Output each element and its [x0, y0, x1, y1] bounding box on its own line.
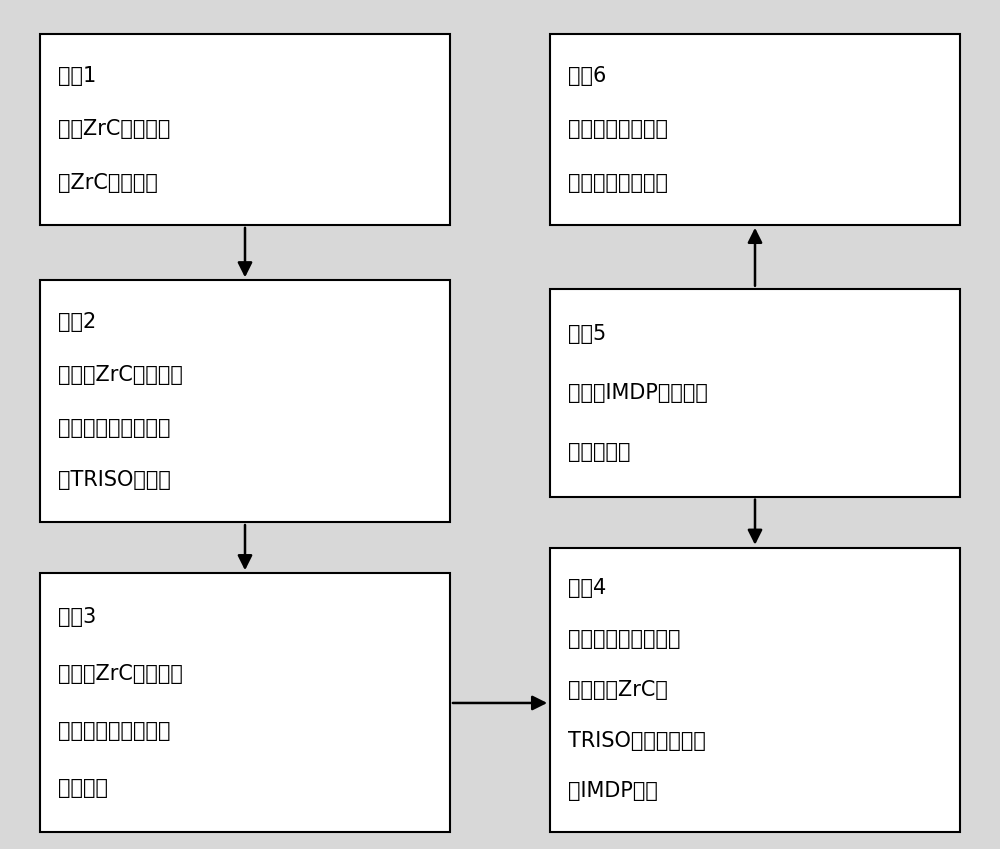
Bar: [550, 548, 960, 832]
Text: TRISO颗粒复合压制: TRISO颗粒复合压制: [568, 731, 706, 751]
Text: 和ZrC混合粉末: 和ZrC混合粉末: [58, 173, 158, 193]
Text: 模压成形即得到无燃: 模压成形即得到无燃: [58, 721, 170, 741]
Bar: [550, 34, 960, 225]
Text: 步骤4: 步骤4: [568, 578, 606, 599]
Bar: [40, 573, 450, 832]
Text: 步骤1: 步骤1: [58, 66, 96, 86]
Bar: [40, 34, 450, 225]
Text: 将所述ZrC混合浆料: 将所述ZrC混合浆料: [58, 365, 183, 385]
Text: 空炉中烧结: 空炉中烧结: [568, 441, 631, 462]
Text: 步骤3: 步骤3: [58, 607, 96, 627]
Text: 将所述IMDP素坯于真: 将所述IMDP素坯于真: [568, 383, 708, 402]
Text: 终尺寸的芯块燃料: 终尺寸的芯块燃料: [568, 173, 668, 193]
Text: 料区素坯: 料区素坯: [58, 779, 108, 798]
Text: 在TRISO颗粒上: 在TRISO颗粒上: [58, 470, 171, 491]
Text: 步骤5: 步骤5: [568, 323, 606, 344]
Text: 将所述ZrC混合粉末: 将所述ZrC混合粉末: [58, 664, 183, 684]
Text: 通过喷雾沉积法包覆: 通过喷雾沉积法包覆: [58, 418, 170, 437]
Text: 与包覆了ZrC的: 与包覆了ZrC的: [568, 680, 668, 700]
Text: 制备ZrC混合浆料: 制备ZrC混合浆料: [58, 120, 170, 139]
Text: 步骤6: 步骤6: [568, 66, 606, 86]
Text: 成IMDP素坯: 成IMDP素坯: [568, 781, 658, 801]
Bar: [40, 280, 450, 522]
Bar: [550, 289, 960, 497]
Text: 将烧结坯机加成最: 将烧结坯机加成最: [568, 120, 668, 139]
Text: 步骤2: 步骤2: [58, 312, 96, 332]
Text: 将所述无燃料区素坯: 将所述无燃料区素坯: [568, 629, 681, 649]
